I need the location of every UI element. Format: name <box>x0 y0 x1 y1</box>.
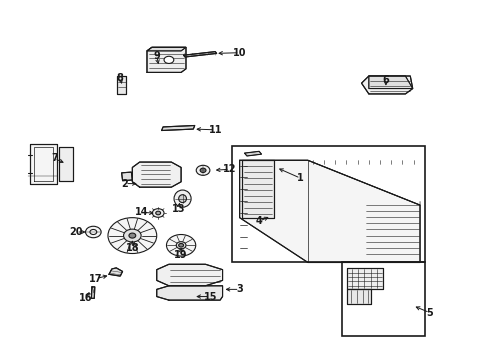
Circle shape <box>123 229 141 242</box>
Polygon shape <box>59 147 73 181</box>
Text: 2: 2 <box>122 179 128 189</box>
Text: 10: 10 <box>232 48 246 58</box>
Polygon shape <box>132 162 181 187</box>
Circle shape <box>166 234 195 256</box>
Polygon shape <box>91 287 95 298</box>
Polygon shape <box>157 264 222 286</box>
Polygon shape <box>117 76 126 94</box>
Polygon shape <box>161 126 194 131</box>
Text: 16: 16 <box>79 293 93 303</box>
Polygon shape <box>239 160 419 262</box>
Polygon shape <box>122 172 132 181</box>
Polygon shape <box>244 151 261 156</box>
Circle shape <box>176 242 185 249</box>
Text: 8: 8 <box>117 73 123 83</box>
Text: 7: 7 <box>51 153 58 163</box>
Polygon shape <box>346 268 383 289</box>
Polygon shape <box>147 47 185 51</box>
Polygon shape <box>147 47 185 72</box>
Bar <box>341 262 424 336</box>
Text: 13: 13 <box>172 204 185 214</box>
Polygon shape <box>30 144 57 184</box>
Polygon shape <box>157 286 222 300</box>
Text: 4: 4 <box>255 216 262 226</box>
Text: 18: 18 <box>125 243 139 253</box>
Circle shape <box>178 243 183 247</box>
Polygon shape <box>183 51 216 57</box>
Text: 11: 11 <box>208 125 222 135</box>
Text: 20: 20 <box>69 227 83 237</box>
Text: 17: 17 <box>89 274 102 284</box>
Circle shape <box>200 168 205 172</box>
Circle shape <box>129 233 136 238</box>
Text: 5: 5 <box>426 308 432 318</box>
Text: 3: 3 <box>236 284 243 294</box>
Text: 15: 15 <box>203 292 217 302</box>
Polygon shape <box>368 76 412 89</box>
Text: 6: 6 <box>382 75 388 85</box>
Polygon shape <box>346 289 370 304</box>
Text: 19: 19 <box>174 250 187 260</box>
Ellipse shape <box>178 195 186 203</box>
Circle shape <box>196 165 209 175</box>
Text: 12: 12 <box>223 164 236 174</box>
Circle shape <box>152 209 163 217</box>
Circle shape <box>90 229 97 234</box>
Ellipse shape <box>174 190 191 207</box>
Circle shape <box>108 218 157 253</box>
Text: 14: 14 <box>135 207 148 217</box>
Polygon shape <box>242 160 273 218</box>
Circle shape <box>163 56 173 63</box>
Polygon shape <box>361 76 412 94</box>
Text: 9: 9 <box>153 51 160 61</box>
Circle shape <box>85 226 101 238</box>
Bar <box>232 146 424 262</box>
Text: 1: 1 <box>297 173 304 183</box>
Circle shape <box>156 211 160 215</box>
Polygon shape <box>109 268 122 276</box>
